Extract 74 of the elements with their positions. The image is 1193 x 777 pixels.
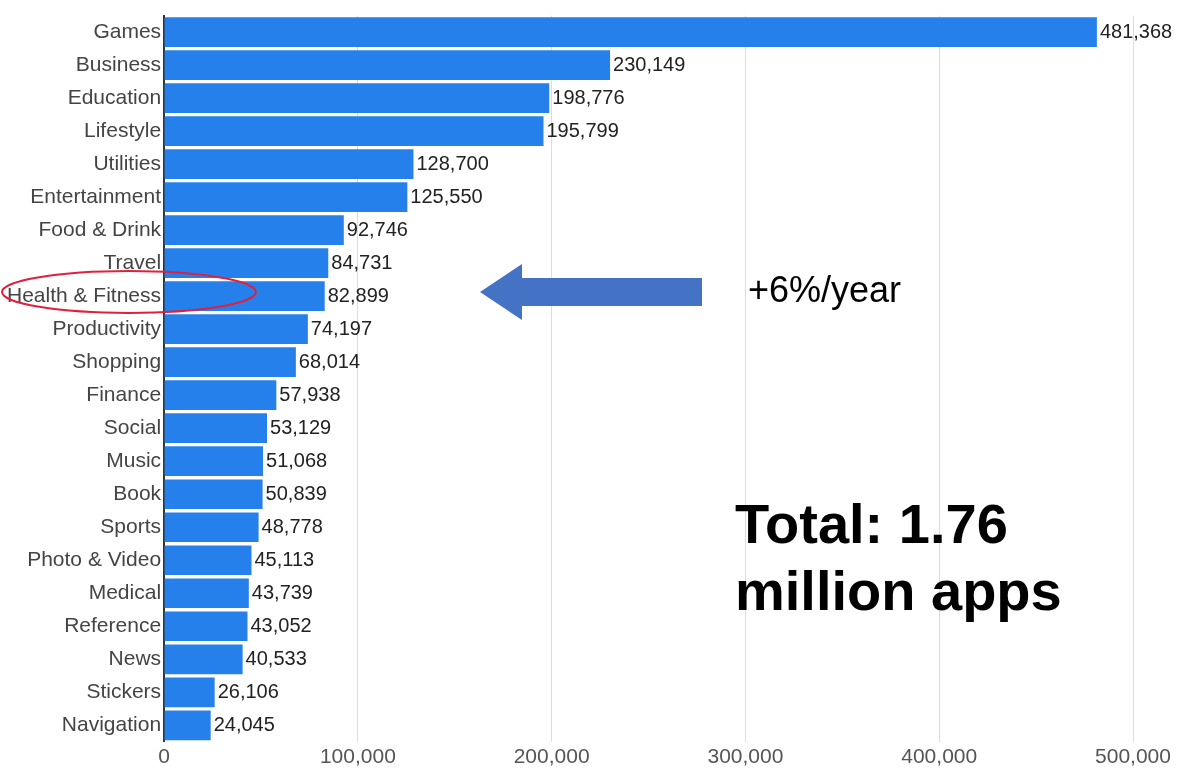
data-label: 68,014 xyxy=(298,349,361,372)
data-label: 53,129 xyxy=(270,415,332,438)
y-tick-label: Food & Drink xyxy=(38,216,162,240)
y-tick-label: Book xyxy=(113,481,162,505)
bar xyxy=(164,281,325,312)
data-label: 198,776 xyxy=(552,85,625,108)
bar xyxy=(164,512,259,543)
y-tick-label: Finance xyxy=(86,382,162,405)
y-tick-label: News xyxy=(108,646,162,670)
data-label: 40,533 xyxy=(245,646,307,669)
data-label: 48,778 xyxy=(261,514,323,537)
y-tick-label: Productivity xyxy=(52,315,162,339)
y-tick-label: Lifestyle xyxy=(84,117,162,141)
bar xyxy=(164,314,308,345)
y-tick-label: Navigation xyxy=(61,712,162,736)
bar xyxy=(164,215,344,246)
y-tick-label: Education xyxy=(67,84,162,108)
y-tick-label: Health & Fitness xyxy=(6,282,162,306)
data-label: 195,799 xyxy=(546,118,619,141)
data-label: 92,746 xyxy=(346,217,408,240)
bar xyxy=(164,149,414,179)
x-tick-label: 300,000 xyxy=(707,744,784,768)
annotation: +6%/year xyxy=(748,268,903,312)
data-label: 74,197 xyxy=(310,316,373,339)
data-label: 84,731 xyxy=(331,250,393,273)
bar xyxy=(164,83,550,113)
bar xyxy=(164,710,211,741)
y-tick-label: Music xyxy=(106,448,162,472)
annotation: Total: 1.76 million apps xyxy=(735,491,1063,625)
y-tick-label: Stickers xyxy=(86,679,162,703)
bar xyxy=(164,545,252,576)
bar xyxy=(164,413,268,444)
bar xyxy=(164,17,1097,47)
y-tick-label: Entertainment xyxy=(30,183,162,207)
y-tick-label: Utilities xyxy=(93,150,162,174)
y-tick-label: Sports xyxy=(100,514,162,538)
data-label: 128,700 xyxy=(416,151,489,174)
bar xyxy=(164,182,408,212)
bar xyxy=(164,50,611,80)
y-tick-label: Social xyxy=(103,415,162,439)
data-label: 43,739 xyxy=(251,580,313,603)
y-tick-label: Travel xyxy=(103,249,162,273)
data-label: 82,899 xyxy=(327,283,389,306)
x-tick-label: 500,000 xyxy=(1095,744,1171,768)
data-label: 125,550 xyxy=(410,184,483,207)
y-tick-label: Reference xyxy=(64,613,162,637)
bar xyxy=(164,248,329,279)
data-label: 51,068 xyxy=(266,448,328,471)
y-tick-label: Shopping xyxy=(72,348,162,372)
y-tick-label: Games xyxy=(93,18,162,42)
x-tick-label: 200,000 xyxy=(513,744,590,768)
bar xyxy=(164,677,215,708)
data-label: 230,149 xyxy=(613,52,686,75)
data-label: 57,938 xyxy=(279,382,341,405)
data-label: 24,045 xyxy=(213,712,275,735)
data-label: 45,113 xyxy=(254,547,315,570)
bar xyxy=(164,116,544,146)
bar xyxy=(164,446,264,477)
bar xyxy=(164,611,248,642)
x-tick-label: 400,000 xyxy=(901,744,978,768)
y-tick-label: Medical xyxy=(88,580,162,604)
data-label: 50,839 xyxy=(265,481,327,504)
x-tick-label: 0 xyxy=(158,744,170,768)
y-tick-label: Business xyxy=(75,51,162,75)
bar xyxy=(164,644,243,675)
x-tick-label: 100,000 xyxy=(319,744,396,768)
data-label: 43,052 xyxy=(250,613,312,636)
bar xyxy=(164,380,277,411)
bar xyxy=(164,347,296,378)
bar xyxy=(164,578,249,609)
data-label: 481,368 xyxy=(1099,19,1173,42)
bar xyxy=(164,479,263,510)
y-tick-label: Photo & Video xyxy=(27,547,162,571)
data-label: 26,106 xyxy=(217,679,279,702)
